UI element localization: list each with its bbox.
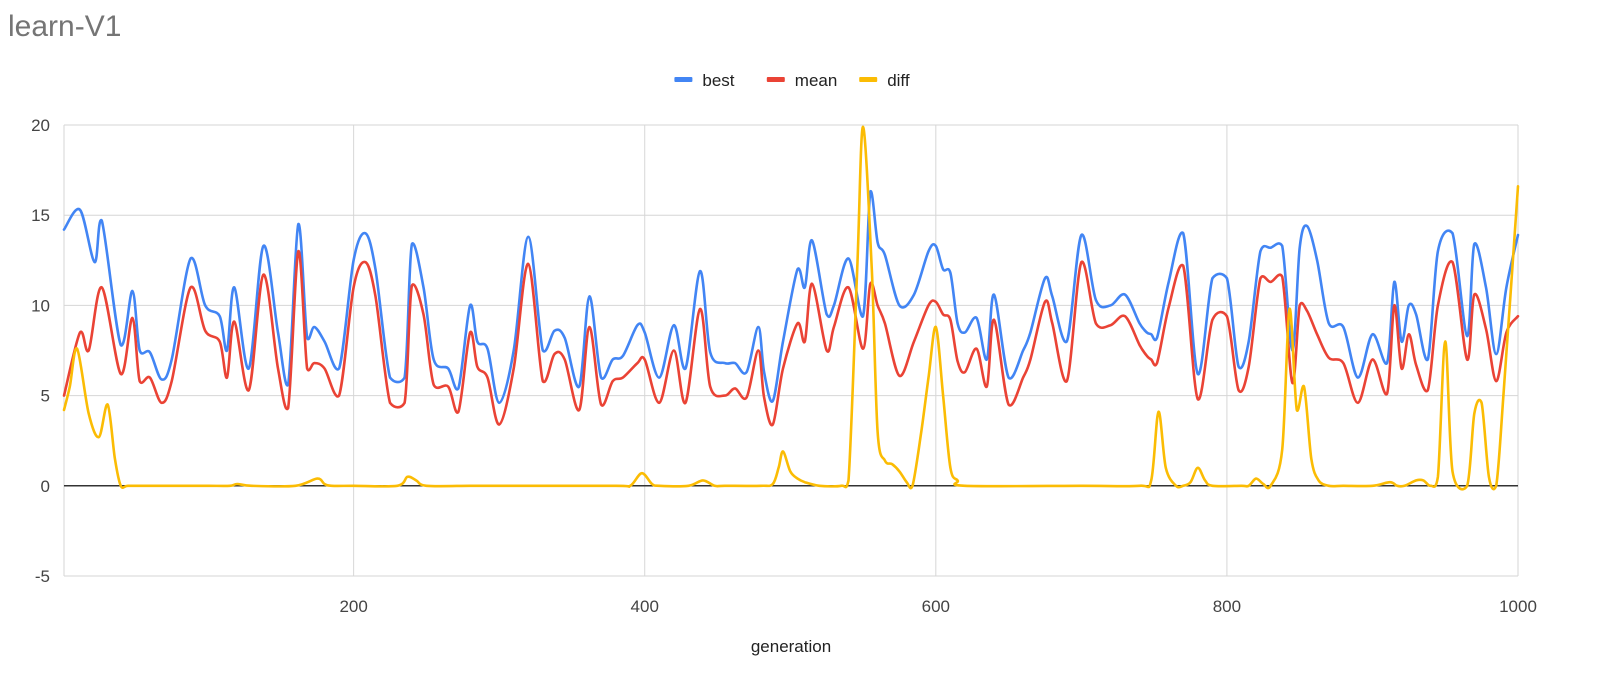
legend-item-mean[interactable]: mean — [766, 71, 838, 90]
series-best-line[interactable] — [62, 190, 1520, 405]
y-tick-label: 20 — [31, 116, 50, 135]
x-axis-ticks: 200 400 600 800 1000 — [339, 597, 1536, 616]
series-lines — [62, 125, 1520, 491]
series-mean-line[interactable] — [62, 249, 1520, 427]
legend-swatch-best — [674, 77, 693, 82]
y-tick-label: -5 — [35, 567, 50, 586]
legend-item-best[interactable]: best — [674, 71, 735, 90]
y-tick-label: 10 — [31, 296, 50, 315]
legend-label-mean: mean — [795, 71, 838, 90]
x-tick-label: 800 — [1213, 597, 1241, 616]
series-diff-line[interactable] — [62, 125, 1520, 491]
legend[interactable]: best mean diff — [674, 71, 910, 90]
y-tick-label: 15 — [31, 206, 50, 225]
x-axis-title: generation — [751, 637, 831, 656]
grid-lines — [63, 124, 1519, 577]
x-tick-label: 200 — [339, 597, 367, 616]
y-axis-ticks: -5 0 5 10 15 20 — [31, 116, 50, 586]
legend-swatch-diff — [859, 77, 878, 82]
legend-label-best: best — [702, 71, 734, 90]
x-tick-label: 1000 — [1499, 597, 1537, 616]
x-tick-label: 400 — [631, 597, 659, 616]
y-tick-label: 5 — [41, 387, 50, 406]
x-tick-label: 600 — [922, 597, 950, 616]
legend-swatch-mean — [766, 77, 785, 82]
legend-item-diff[interactable]: diff — [859, 71, 910, 90]
legend-label-diff: diff — [887, 71, 910, 90]
y-tick-label: 0 — [41, 477, 50, 496]
chart-title: learn-V1 — [8, 10, 122, 43]
